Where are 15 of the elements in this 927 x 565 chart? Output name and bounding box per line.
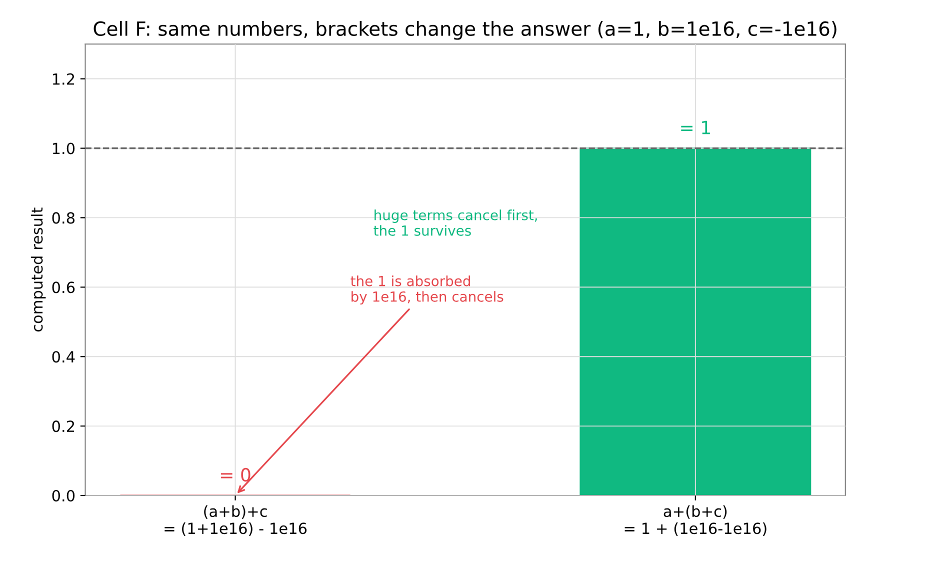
y-tick-label: 0.6 xyxy=(52,282,75,294)
chart-title: Cell F: same numbers, brackets change the answer (a=1, b=1e16, c=-1e16) xyxy=(94,20,836,40)
y-tick-label: 0.0 xyxy=(52,490,75,502)
y-tick-label: 0.8 xyxy=(52,212,75,224)
y-axis-title: computed result xyxy=(30,208,46,332)
y-tick-label: 1.2 xyxy=(52,73,74,85)
data-label: = 1 xyxy=(681,120,710,134)
data-label: = 0 xyxy=(221,468,250,482)
y-tick-label: 1.0 xyxy=(52,142,75,154)
x-tick-label: a+(b+c) = 1 + (1e16-1e16) xyxy=(624,505,766,536)
y-tick-label: 0.4 xyxy=(52,351,75,363)
y-tick-label: 0.2 xyxy=(52,420,74,432)
x-tick-label: (a+b)+c = (1+1e16) - 1e16 xyxy=(164,505,307,536)
annotation: the 1 is absorbed by 1e16, then cancels xyxy=(350,276,504,305)
annotation: huge terms cancel first, the 1 survives xyxy=(374,210,537,236)
